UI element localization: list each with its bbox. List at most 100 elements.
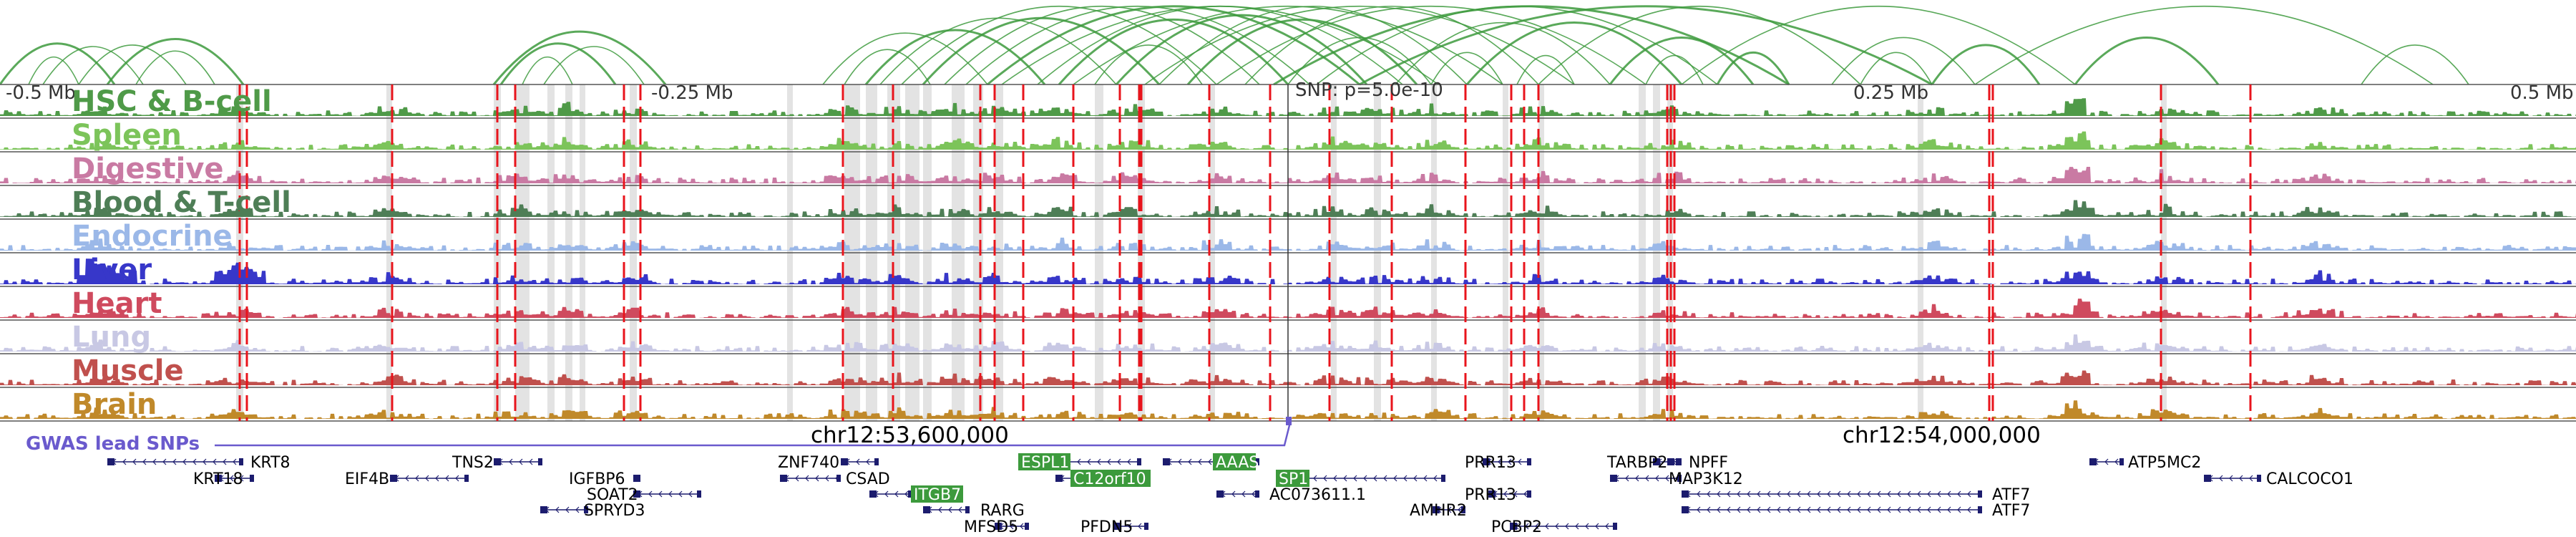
gene-label: AMHR2 — [1410, 502, 1467, 520]
gene-label: MFSD5 — [964, 518, 1018, 536]
scale-left-mid: -0.25 Mb — [651, 82, 733, 104]
gene-atf7[interactable]: ATF7 — [1682, 486, 2030, 504]
chromatin-loop — [499, 42, 617, 85]
chromatin-loop — [1609, 37, 1755, 85]
gene-label: IGFBP6 — [569, 470, 625, 488]
coordinate-label: chr12:53,600,000 — [811, 422, 1009, 448]
gene-tns2[interactable]: TNS2 — [452, 454, 542, 472]
gene-label: ITGB7 — [914, 486, 961, 504]
gene-rarg[interactable]: RARG — [923, 502, 1025, 520]
gene-label: KRT8 — [250, 454, 291, 472]
gene-label: PRR13 — [1465, 486, 1516, 504]
scale-right-mid: 0.25 Mb — [1853, 82, 1928, 104]
chromatin-loop — [987, 5, 1360, 86]
gene-label: TARBP2 — [1606, 454, 1667, 472]
chromatin-loop — [1287, 37, 1432, 85]
gwas-track: GWAS lead SNPs — [26, 417, 1292, 455]
chromatin-loop — [1395, 21, 1611, 85]
gene-mfsd5[interactable]: MFSD5 — [964, 518, 1029, 536]
chromatin-loop — [1144, 6, 1575, 85]
gene-label: ATP5MC2 — [2128, 454, 2201, 472]
chromatin-loop — [1094, 44, 1203, 85]
chromatin-loop — [864, 29, 1046, 85]
gwas-connector — [215, 422, 1292, 447]
chromatin-loops-track — [0, 5, 2469, 86]
gene-label: ZNF740 — [778, 454, 839, 472]
scale-left-edge: -0.5 Mb — [6, 82, 76, 104]
chromatin-loop — [1516, 54, 1575, 85]
track-label: Blood & T-cell — [72, 186, 291, 219]
scale-bar: -0.5 Mb -0.25 Mb SNP: p=5.0e-10 0.25 Mb … — [6, 79, 2574, 104]
gene-map3k12[interactable]: MAP3K12 — [1610, 470, 1743, 488]
gene-krt8[interactable]: KRT8 — [107, 454, 291, 472]
signal-track-5 — [0, 258, 2576, 284]
track-dividers — [0, 84, 2576, 422]
gene-tarbp2[interactable]: TARBP2 — [1606, 454, 1680, 472]
chromatin-loop — [492, 30, 667, 85]
gene-label: CSAD — [846, 470, 890, 488]
gene-label: RARG — [980, 502, 1025, 520]
gene-label: SP1 — [1279, 470, 1308, 488]
gene-pfdn5[interactable]: PFDN5 — [1080, 518, 1148, 536]
gene-atp5mc2[interactable]: ATP5MC2 — [2089, 454, 2201, 472]
gene-label: EIF4B — [345, 470, 389, 488]
track-label: Muscle — [72, 354, 184, 387]
gene-espl1[interactable]: ESPL1 — [1018, 453, 1141, 472]
track-label: Heart — [72, 287, 162, 320]
chromatin-loop — [1186, 19, 1418, 85]
gene-label: ESPL1 — [1021, 454, 1069, 472]
gene-label: SPRYD3 — [584, 502, 645, 520]
gene-pcbp2[interactable]: PCBP2 — [1491, 518, 1617, 536]
accessibility-signal-tracks — [0, 98, 2576, 419]
gene-soat2[interactable]: SOAT2 — [587, 486, 701, 504]
gene-npff[interactable]: NPFF — [1667, 454, 1728, 472]
gene-prr13[interactable]: PRR13 — [1465, 486, 1531, 504]
track-label: Liver — [72, 253, 152, 286]
chromatin-loop — [1831, 37, 1976, 85]
chromatin-loop — [135, 50, 215, 85]
scale-snp-label: SNP: p=5.0e-10 — [1295, 79, 1443, 101]
gene-eif4b[interactable]: EIF4B — [345, 470, 469, 488]
gene-label: AAAS — [1216, 454, 1259, 472]
chromatin-loop — [1538, 5, 1861, 85]
gene-spryd3[interactable]: SPRYD3 — [540, 502, 645, 520]
gene-label: PCBP2 — [1491, 518, 1542, 536]
gene-c12orf10[interactable]: C12orf10 — [1055, 470, 1151, 488]
chromatin-loop — [78, 44, 187, 85]
chromatin-loop — [822, 32, 988, 85]
chromatin-loop — [42, 46, 144, 85]
gene-sp1[interactable]: SP1 — [1276, 470, 1445, 488]
gene-label: PFDN5 — [1080, 518, 1133, 536]
gene-label: ATF7 — [1992, 502, 2030, 520]
chromatin-loop — [1058, 19, 1289, 85]
chromatin-loop — [522, 56, 573, 85]
gene-itgb7[interactable]: ITGB7 — [869, 485, 963, 504]
chromatin-loop — [1716, 51, 1790, 85]
track-label: Endocrine — [72, 220, 233, 253]
chromatin-loop — [1430, 52, 1503, 85]
gene-prr13[interactable]: PRR13 — [1465, 454, 1531, 472]
gene-label: SOAT2 — [587, 486, 638, 504]
gene-znf740[interactable]: ZNF740 — [778, 454, 879, 472]
coordinate-labels: chr12:53,600,000 chr12:54,000,000 — [811, 422, 2041, 448]
signal-track-0 — [0, 98, 2576, 116]
signal-track-7 — [0, 334, 2576, 352]
gene-calcoco1[interactable]: CALCOCO1 — [2204, 470, 2353, 488]
gene-amhr2[interactable]: AMHR2 — [1410, 502, 1467, 520]
chromatin-loop — [1645, 54, 1704, 85]
gene-igfbp6[interactable]: IGFBP6 — [569, 470, 640, 488]
chromatin-loop — [901, 5, 1217, 85]
chromatin-loop — [1359, 5, 1933, 86]
signal-track-3 — [0, 200, 2576, 217]
gene-atf7[interactable]: ATF7 — [1682, 502, 2030, 520]
gene-csad[interactable]: CSAD — [780, 470, 890, 488]
chromatin-loop — [1158, 5, 1468, 85]
gene-aaas[interactable]: AAAS — [1163, 453, 1259, 472]
gene-ac073611-1[interactable]: AC073611.1 — [1216, 486, 1366, 504]
gene-label: TNS2 — [452, 454, 494, 472]
chromatin-loop — [106, 38, 245, 85]
signal-track-2 — [0, 167, 2576, 183]
chromatin-loop — [543, 46, 645, 85]
gene-krt18[interactable]: KRT18 — [193, 470, 254, 488]
